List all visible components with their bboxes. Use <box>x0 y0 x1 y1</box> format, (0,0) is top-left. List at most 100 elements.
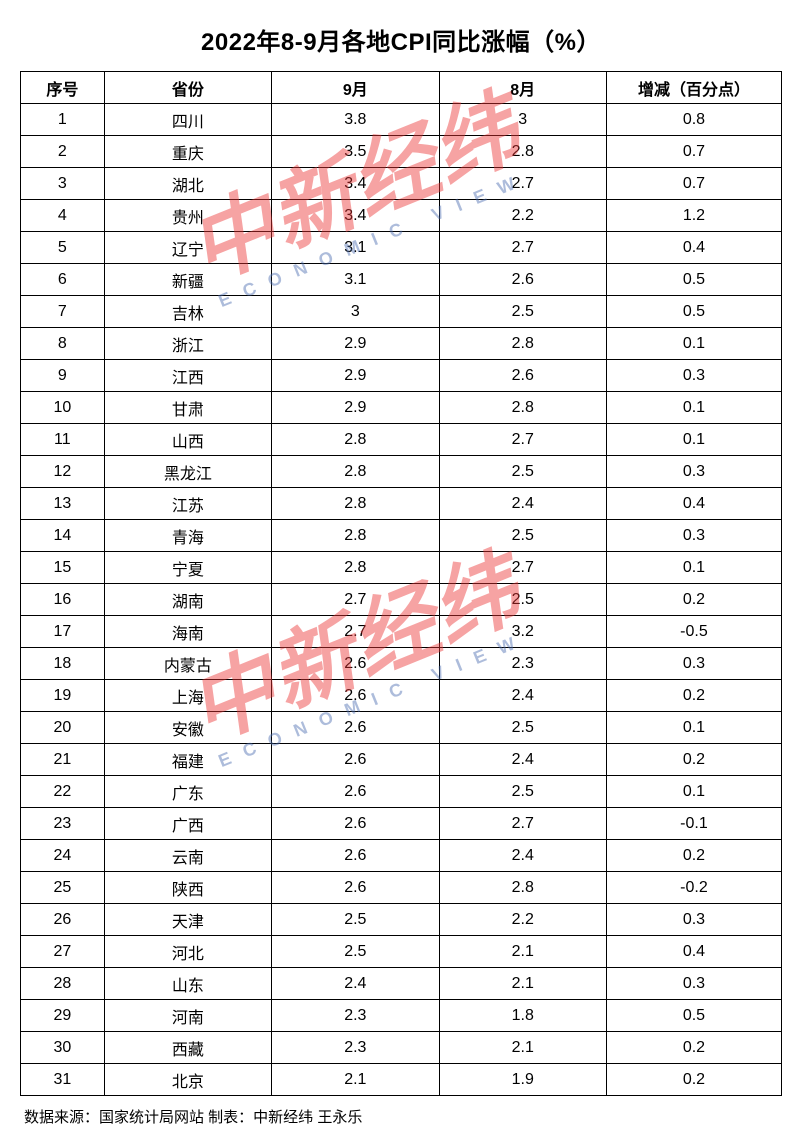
table-cell: 2.5 <box>272 936 439 968</box>
table-cell: 0.1 <box>606 776 781 808</box>
table-row: 3湖北3.42.70.7 <box>21 168 782 200</box>
table-cell: 河北 <box>104 936 271 968</box>
table-cell: 0.4 <box>606 232 781 264</box>
table-row: 18内蒙古2.62.30.3 <box>21 648 782 680</box>
table-cell: 0.5 <box>606 296 781 328</box>
table-row: 10甘肃2.92.80.1 <box>21 392 782 424</box>
table-body: 1四川3.830.82重庆3.52.80.73湖北3.42.70.74贵州3.4… <box>21 104 782 1096</box>
table-cell: 3.1 <box>272 232 439 264</box>
table-cell: 0.1 <box>606 392 781 424</box>
table-cell: 2.8 <box>439 136 606 168</box>
col-header-august: 8月 <box>439 72 606 104</box>
table-cell: 12 <box>21 456 105 488</box>
table-cell: 重庆 <box>104 136 271 168</box>
table-cell: 2.5 <box>439 296 606 328</box>
table-cell: 0.3 <box>606 904 781 936</box>
table-cell: 青海 <box>104 520 271 552</box>
table-cell: 0.2 <box>606 584 781 616</box>
table-cell: 北京 <box>104 1064 271 1096</box>
table-cell: 2.6 <box>272 712 439 744</box>
table-cell: 2.4 <box>439 680 606 712</box>
table-cell: 云南 <box>104 840 271 872</box>
table-cell: 2.6 <box>272 744 439 776</box>
table-container: 中新经纬 ECONOMIC VIEW 中新经纬 ECONOMIC VIEW 20… <box>0 0 802 1142</box>
table-cell: 2.6 <box>439 264 606 296</box>
table-cell: 甘肃 <box>104 392 271 424</box>
table-cell: 2.5 <box>439 776 606 808</box>
table-cell: 0.7 <box>606 136 781 168</box>
table-cell: 0.5 <box>606 264 781 296</box>
table-cell: 2.8 <box>272 424 439 456</box>
table-cell: 0.1 <box>606 424 781 456</box>
table-cell: 4 <box>21 200 105 232</box>
table-cell: 2.3 <box>439 648 606 680</box>
table-cell: 0.2 <box>606 840 781 872</box>
table-cell: 2.6 <box>272 648 439 680</box>
table-cell: 24 <box>21 840 105 872</box>
table-cell: -0.1 <box>606 808 781 840</box>
table-cell: 1.8 <box>439 1000 606 1032</box>
table-row: 5辽宁3.12.70.4 <box>21 232 782 264</box>
table-cell: 1.2 <box>606 200 781 232</box>
table-cell: 6 <box>21 264 105 296</box>
table-cell: 福建 <box>104 744 271 776</box>
table-cell: 黑龙江 <box>104 456 271 488</box>
table-row: 9江西2.92.60.3 <box>21 360 782 392</box>
table-row: 31北京2.11.90.2 <box>21 1064 782 1096</box>
table-row: 28山东2.42.10.3 <box>21 968 782 1000</box>
table-cell: 天津 <box>104 904 271 936</box>
table-row: 4贵州3.42.21.2 <box>21 200 782 232</box>
table-cell: 0.3 <box>606 456 781 488</box>
table-cell: 1 <box>21 104 105 136</box>
table-cell: 0.3 <box>606 520 781 552</box>
table-cell: 2.7 <box>439 232 606 264</box>
table-row: 27河北2.52.10.4 <box>21 936 782 968</box>
table-row: 22广东2.62.50.1 <box>21 776 782 808</box>
table-row: 1四川3.830.8 <box>21 104 782 136</box>
table-cell: 7 <box>21 296 105 328</box>
table-cell: 0.1 <box>606 712 781 744</box>
table-cell: 2.7 <box>272 584 439 616</box>
table-row: 24云南2.62.40.2 <box>21 840 782 872</box>
col-header-diff: 增减（百分点） <box>606 72 781 104</box>
table-cell: 2.7 <box>439 808 606 840</box>
table-row: 17海南2.73.2-0.5 <box>21 616 782 648</box>
table-cell: 新疆 <box>104 264 271 296</box>
table-row: 19上海2.62.40.2 <box>21 680 782 712</box>
col-header-province: 省份 <box>104 72 271 104</box>
table-cell: 2.8 <box>272 488 439 520</box>
table-cell: 2.7 <box>272 616 439 648</box>
table-cell: 西藏 <box>104 1032 271 1064</box>
table-cell: 25 <box>21 872 105 904</box>
table-cell: 辽宁 <box>104 232 271 264</box>
table-cell: 2.5 <box>439 520 606 552</box>
table-cell: 2.4 <box>439 840 606 872</box>
table-cell: 2.3 <box>272 1032 439 1064</box>
table-cell: 宁夏 <box>104 552 271 584</box>
cpi-data-table: 序号 省份 9月 8月 增减（百分点） 1四川3.830.82重庆3.52.80… <box>20 71 782 1096</box>
table-cell: 3.4 <box>272 200 439 232</box>
table-cell: 陕西 <box>104 872 271 904</box>
table-cell: 28 <box>21 968 105 1000</box>
table-cell: 湖南 <box>104 584 271 616</box>
table-row: 13江苏2.82.40.4 <box>21 488 782 520</box>
table-cell: 3.4 <box>272 168 439 200</box>
table-cell: 9 <box>21 360 105 392</box>
table-cell: 0.5 <box>606 1000 781 1032</box>
table-cell: 3 <box>272 296 439 328</box>
table-row: 14青海2.82.50.3 <box>21 520 782 552</box>
table-cell: 21 <box>21 744 105 776</box>
table-cell: 3.1 <box>272 264 439 296</box>
table-cell: 5 <box>21 232 105 264</box>
table-cell: 2.3 <box>272 1000 439 1032</box>
table-row: 26天津2.52.20.3 <box>21 904 782 936</box>
table-cell: 安徽 <box>104 712 271 744</box>
table-row: 8浙江2.92.80.1 <box>21 328 782 360</box>
table-row: 11山西2.82.70.1 <box>21 424 782 456</box>
table-cell: 2.7 <box>439 168 606 200</box>
col-header-seq: 序号 <box>21 72 105 104</box>
table-cell: 2.8 <box>439 872 606 904</box>
table-cell: 江西 <box>104 360 271 392</box>
table-cell: 19 <box>21 680 105 712</box>
table-cell: 0.2 <box>606 744 781 776</box>
